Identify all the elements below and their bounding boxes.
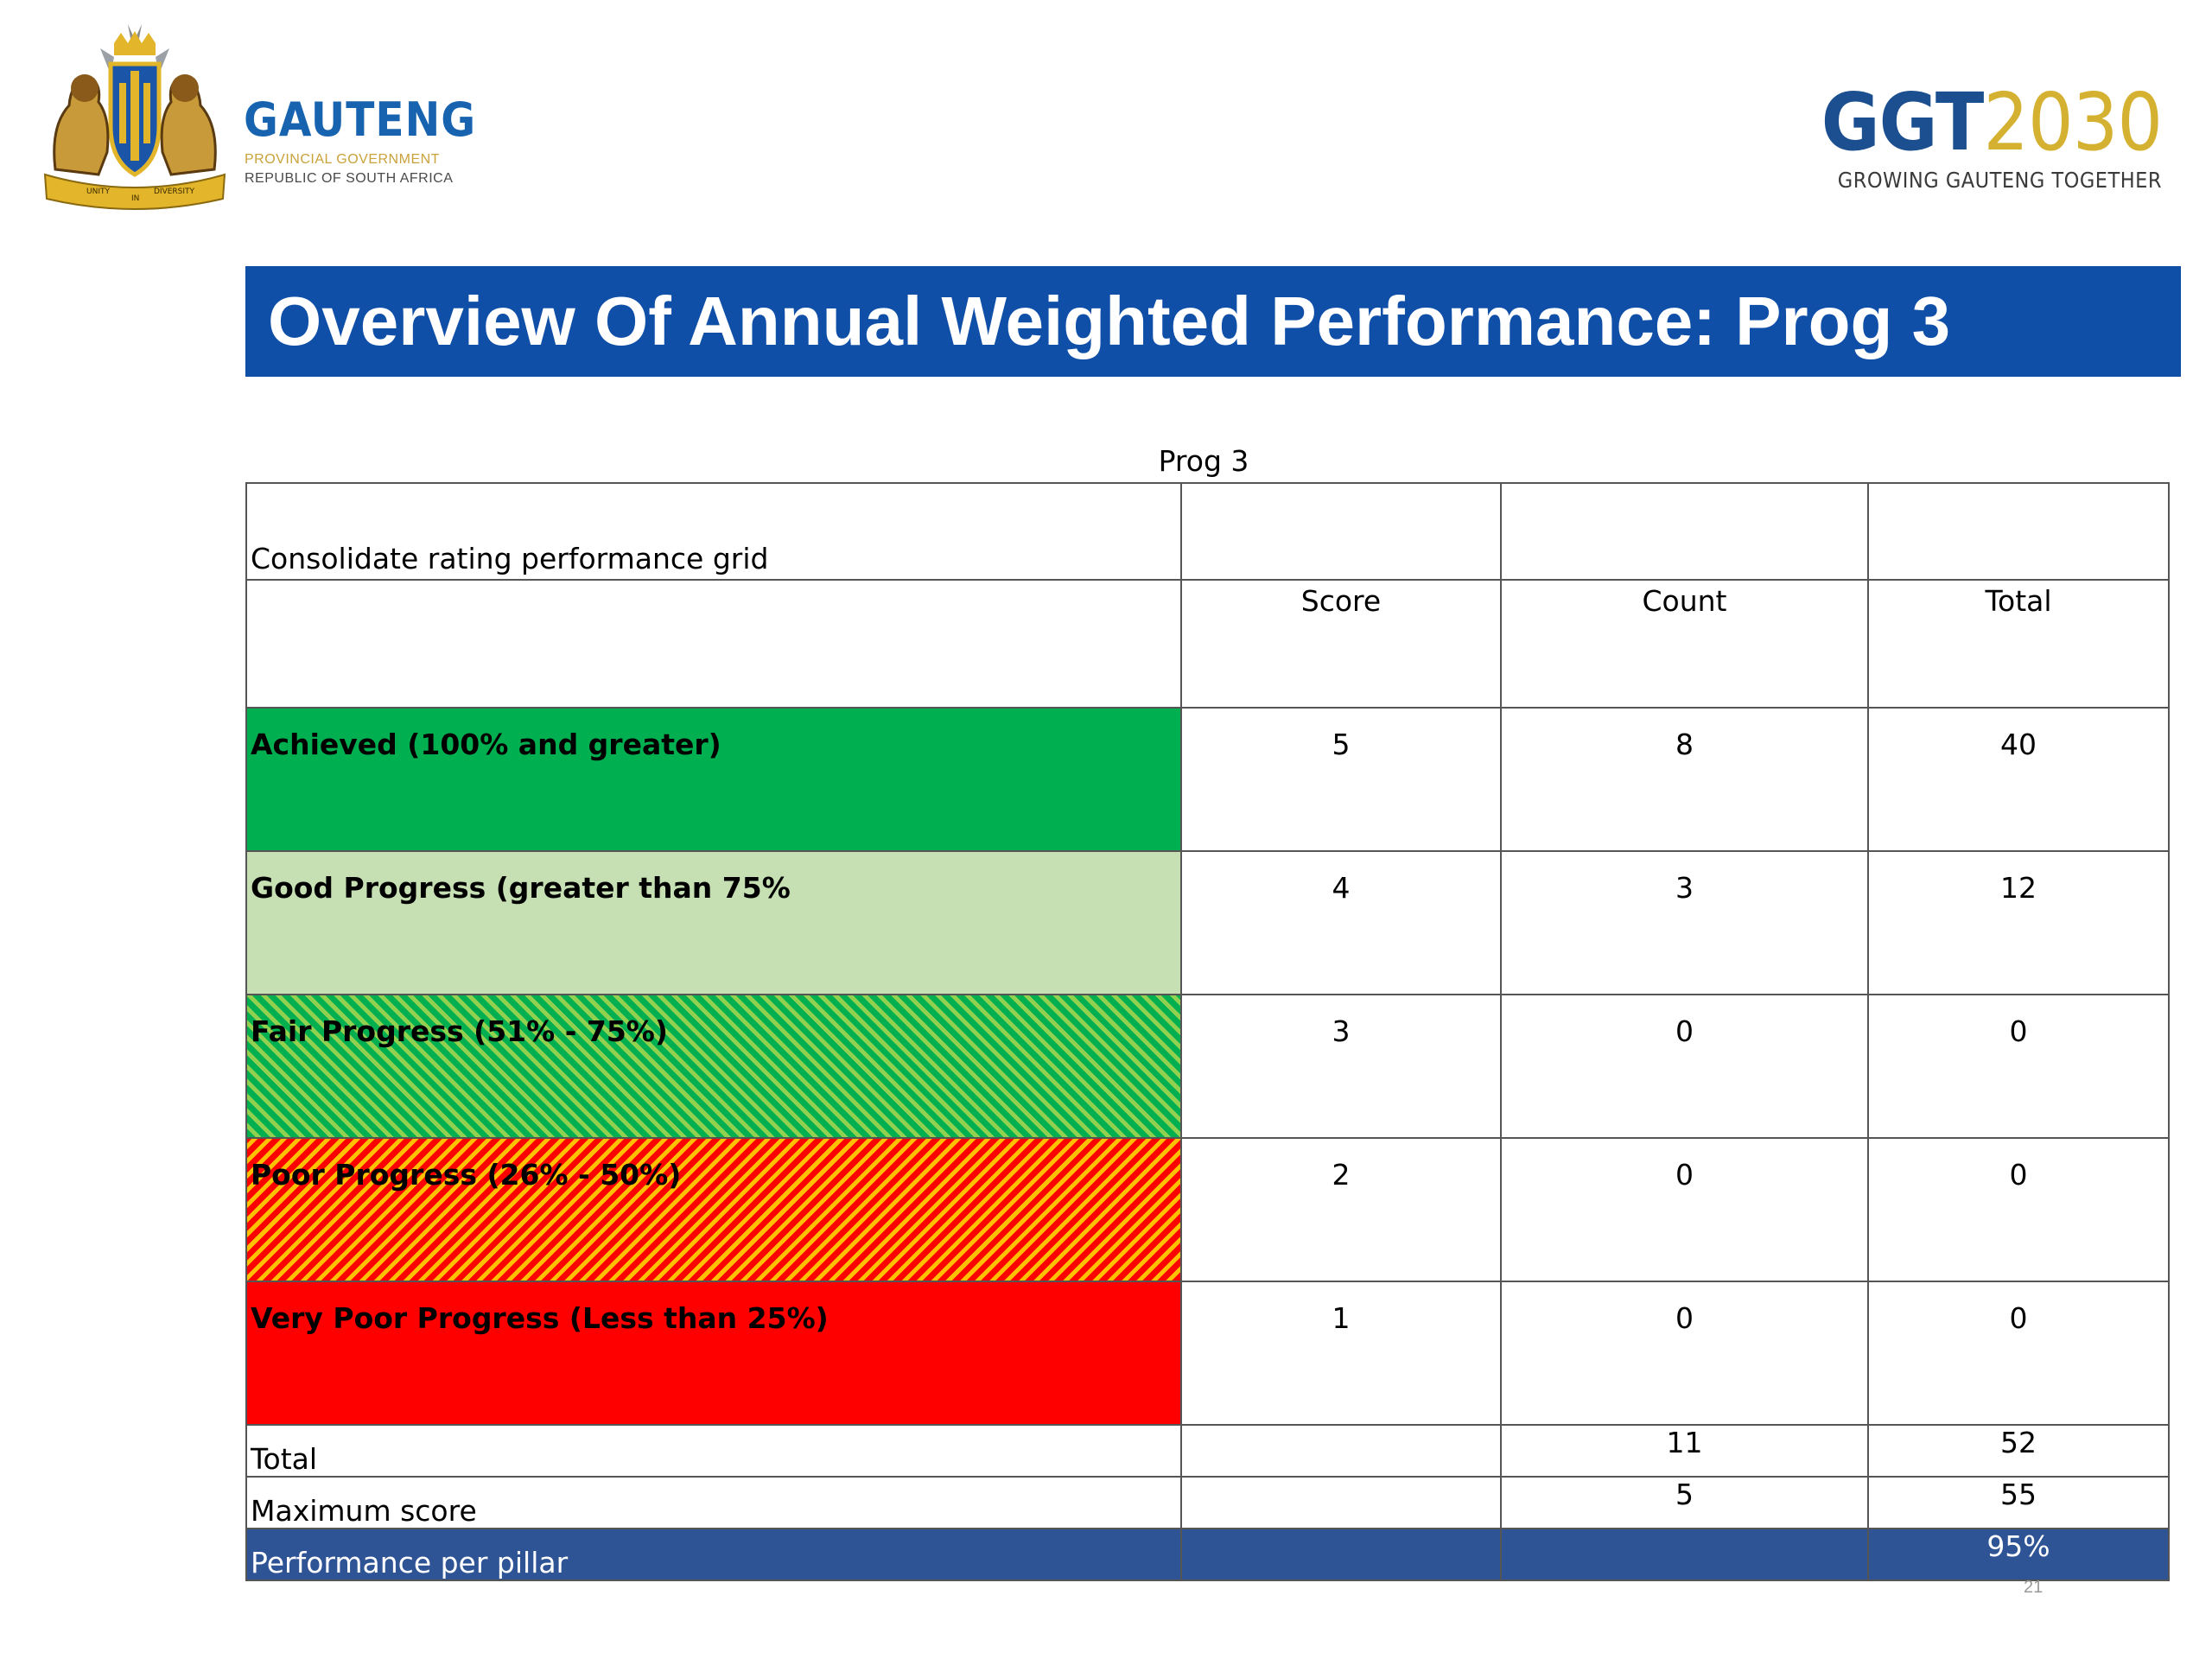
row-score: 3 xyxy=(1180,994,1502,1139)
row-label: Very Poor Progress (Less than 25%) xyxy=(245,1281,1182,1426)
max-score-count: 5 xyxy=(1500,1476,1869,1529)
total-count: 11 xyxy=(1500,1424,1869,1478)
row-total: 0 xyxy=(1867,1281,2170,1426)
row-score: 5 xyxy=(1180,707,1502,852)
table-row-achieved: Achieved (100% and greater) 5 8 40 xyxy=(245,707,2170,852)
svg-text:DIVERSITY: DIVERSITY xyxy=(154,188,195,196)
page-number: 21 xyxy=(2024,1578,2044,1597)
slide-title: Overview Of Annual Weighted Performance:… xyxy=(268,283,1951,359)
gauteng-wordmark: GAUTENG xyxy=(244,92,477,147)
grid-label: Consolidate rating performance grid xyxy=(251,542,769,575)
table-row-performance-per-pillar: Performance per pillar 95% xyxy=(245,1528,2170,1581)
table-caption: Prog 3 xyxy=(1158,444,1249,478)
empty-header-cell xyxy=(1180,482,1502,581)
empty-cell xyxy=(1180,1528,1502,1581)
row-total: 0 xyxy=(1867,1137,2170,1282)
gov-logo-line2: REPUBLIC OF SOUTH AFRICA xyxy=(245,171,454,186)
empty-header-cell xyxy=(245,579,1182,709)
performance-value: 95% xyxy=(1867,1528,2170,1581)
total-total: 52 xyxy=(1867,1424,2170,1478)
empty-cell xyxy=(1180,1476,1502,1529)
grid-label-cell: Consolidate rating performance grid xyxy=(245,482,1182,581)
row-count: 0 xyxy=(1500,1281,1869,1426)
empty-cell xyxy=(1500,1528,1869,1581)
title-bar: Overview Of Annual Weighted Performance:… xyxy=(245,266,2181,377)
gov-logo-line1: PROVINCIAL GOVERNMENT xyxy=(245,152,440,167)
empty-header-cell xyxy=(1500,482,1869,581)
row-total: 0 xyxy=(1867,994,2170,1139)
ggt-logo-part-b: 2030 xyxy=(1983,76,2163,168)
row-label: Poor Progress (26% - 50%) xyxy=(245,1137,1182,1282)
performance-label: Performance per pillar xyxy=(245,1528,1182,1581)
column-header-row: Score Count Total xyxy=(245,579,2170,709)
row-count: 0 xyxy=(1500,1137,1869,1282)
svg-text:UNITY: UNITY xyxy=(86,188,110,196)
table-row-total: Total 11 52 xyxy=(245,1424,2170,1478)
row-total: 40 xyxy=(1867,707,2170,852)
row-score: 1 xyxy=(1180,1281,1502,1426)
row-label: Good Progress (greater than 75% xyxy=(245,850,1182,995)
row-label: Fair Progress (51% - 75%) xyxy=(245,994,1182,1139)
table-row-poor-progress: Poor Progress (26% - 50%) 2 0 0 xyxy=(245,1137,2170,1282)
coat-of-arms-logo: UNITY IN DIVERSITY xyxy=(43,24,226,210)
row-count: 8 xyxy=(1500,707,1869,852)
row-count: 0 xyxy=(1500,994,1869,1139)
row-total: 12 xyxy=(1867,850,2170,995)
column-header-total: Total xyxy=(1867,579,2170,709)
table-row-fair-progress: Fair Progress (51% - 75%) 3 0 0 xyxy=(245,994,2170,1139)
empty-cell xyxy=(1180,1424,1502,1478)
ggt2030-logo: GGT2030 GROWING GAUTENG TOGETHER xyxy=(1821,83,2163,194)
empty-header-cell xyxy=(1867,482,2170,581)
svg-text:IN: IN xyxy=(131,194,139,203)
column-header-count: Count xyxy=(1500,579,1869,709)
row-count: 3 xyxy=(1500,850,1869,995)
table-row-maximum-score: Maximum score 5 55 xyxy=(245,1476,2170,1529)
max-score-total: 55 xyxy=(1867,1476,2170,1529)
row-score: 2 xyxy=(1180,1137,1502,1282)
table-header-row: Consolidate rating performance grid xyxy=(245,482,2170,581)
ggt-logo-tagline: GROWING GAUTENG TOGETHER xyxy=(1837,168,2162,193)
row-score: 4 xyxy=(1180,850,1502,995)
ggt-logo-part-a: GGT xyxy=(1821,76,1985,168)
performance-grid-table: Consolidate rating performance grid Scor… xyxy=(245,482,2170,1581)
column-header-score: Score xyxy=(1180,579,1502,709)
max-score-label: Maximum score xyxy=(245,1476,1182,1529)
table-row-very-poor-progress: Very Poor Progress (Less than 25%) 1 0 0 xyxy=(245,1281,2170,1426)
total-label: Total xyxy=(245,1424,1182,1478)
table-row-good-progress: Good Progress (greater than 75% 4 3 12 xyxy=(245,850,2170,995)
row-label: Achieved (100% and greater) xyxy=(245,707,1182,852)
